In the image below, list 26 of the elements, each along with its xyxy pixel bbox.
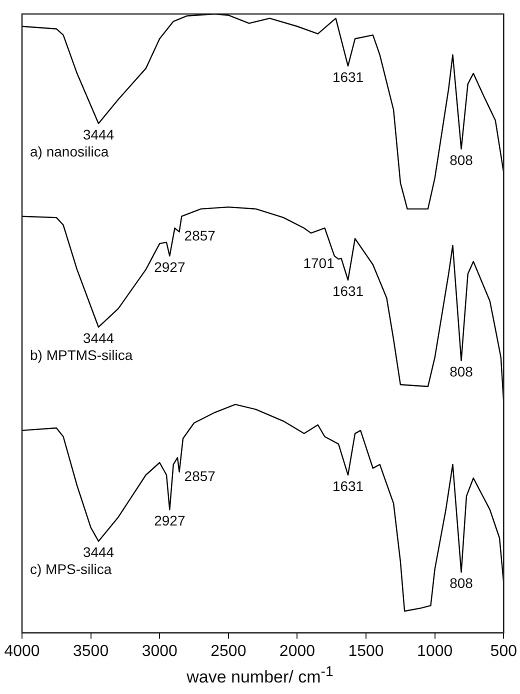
x-axis-title: wave number/ cm$^{-1}$ — [186, 664, 334, 688]
annotation: 1631 — [332, 282, 364, 299]
annotation: 3444 — [82, 544, 114, 560]
annotation: 1701 — [303, 254, 335, 271]
annotation: 808 — [450, 575, 474, 592]
annotation: 2857 — [184, 228, 216, 244]
annotation: 1631 — [332, 478, 364, 494]
x-tick-label: 1500 — [348, 642, 384, 660]
annotation: 3444 — [82, 126, 114, 142]
x-tick-label: 1000 — [417, 642, 453, 660]
x-tick-label: 3500 — [73, 642, 109, 660]
annotation: 2927 — [154, 258, 186, 275]
x-tick-label: 500 — [490, 642, 518, 660]
series-label: a) nanosilica — [30, 143, 109, 160]
annotation: 1631 — [332, 68, 364, 85]
x-tick-label: 2500 — [210, 642, 246, 660]
x-tick-label: 4000 — [4, 642, 40, 660]
x-tick-label: 3000 — [142, 642, 178, 660]
series-label: c) MPS-silica — [30, 561, 112, 578]
annotation: 3444 — [82, 330, 114, 346]
annotation: 2857 — [184, 468, 216, 484]
x-tick-label: 2000 — [279, 642, 316, 660]
annotation: 808 — [450, 363, 474, 380]
annotation: 808 — [450, 152, 474, 168]
text: b) MPTMS-silica — [30, 346, 133, 363]
annotation: 2927 — [154, 512, 186, 529]
